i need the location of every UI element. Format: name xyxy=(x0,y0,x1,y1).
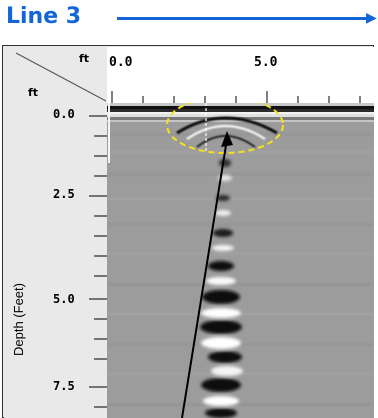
x-axis: 0.0 5.0 xyxy=(107,47,374,104)
title-arrow-shaft xyxy=(117,17,369,20)
y-ticks xyxy=(89,115,107,408)
pointer-arrow xyxy=(181,138,228,418)
y-unit-label: ft xyxy=(28,86,39,99)
x-ticks xyxy=(111,91,361,104)
y-tick-label: 2.5 xyxy=(53,187,75,201)
x-tick-label: 5.0 xyxy=(254,55,278,70)
title-arrow-head-icon: ▶ xyxy=(366,10,377,26)
x-unit-label: ft xyxy=(79,52,90,65)
radargram-image xyxy=(107,103,374,418)
y-axis: Depth (Feet) 0.0 2.5 5.0 7.5 xyxy=(4,103,107,418)
y-tick-label: 7.5 xyxy=(53,379,75,393)
x-tick-label: 0.0 xyxy=(109,55,133,70)
line-title: Line 3 xyxy=(6,4,82,29)
y-tick-label: 0.0 xyxy=(53,107,75,121)
corner-divider xyxy=(15,52,106,102)
y-tick-label: 5.0 xyxy=(53,292,75,306)
highlight-ellipse xyxy=(166,103,284,154)
